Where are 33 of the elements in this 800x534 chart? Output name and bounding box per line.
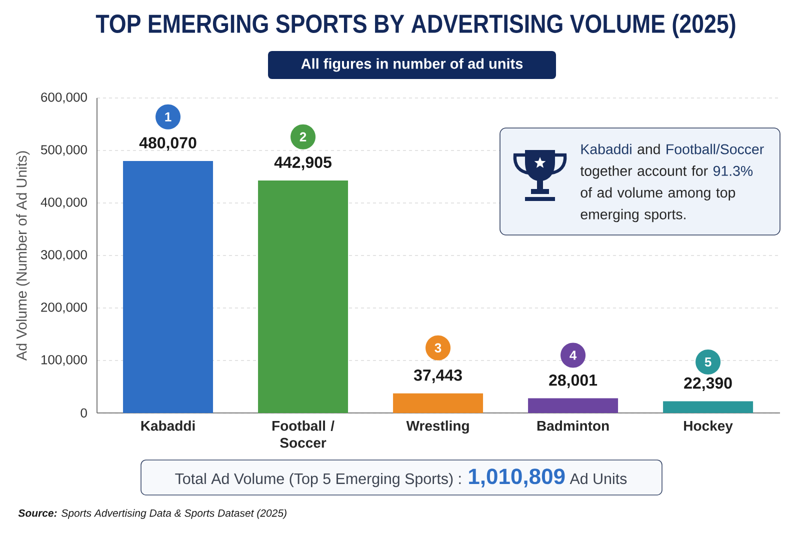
x-tick-label: Football / Soccer <box>272 420 334 448</box>
x-tick-label: Hockey <box>684 420 733 434</box>
bar <box>663 401 754 413</box>
data-label: 480,070 <box>139 137 196 151</box>
annotation: 4 <box>570 350 577 360</box>
x-tick-label: Kabaddi <box>141 420 195 431</box>
chart-subtitle: All figures in number of ad units <box>301 58 523 72</box>
data-label: 28,001 <box>549 374 598 388</box>
y-tick-label: 400,000 <box>40 198 87 208</box>
bar <box>393 393 484 413</box>
y-tick-label: 200,000 <box>41 302 87 314</box>
y-tick-label: 500,000 <box>41 145 87 156</box>
annotation: 3 <box>434 343 442 352</box>
bar <box>258 180 348 413</box>
x-tick-label: Badminton <box>537 420 609 431</box>
annotation: 1 <box>165 112 172 122</box>
annotation: 5 <box>704 358 712 367</box>
bar <box>528 398 618 413</box>
y-tick-label: 0 <box>80 408 87 418</box>
y-tick-label: 600,000 <box>41 92 87 104</box>
data-label: 442,905 <box>274 156 332 170</box>
y-tick-label: 300,000 <box>40 250 87 261</box>
y-axis-title: Ad Volume (Number of Ad Units) <box>16 151 30 361</box>
annotation: Kabaddi and Football/Soccer together account for 91.3% of ad volume among top emerging sports. <box>580 144 764 222</box>
data-label: 37,443 <box>414 370 462 384</box>
x-tick-label: Wrestling <box>406 420 469 434</box>
annotation: 2 <box>300 132 306 142</box>
text: Total Ad Volume (Top 5 Emerging Sports) : 1,010,809 Ad Units <box>175 468 627 488</box>
bar <box>123 160 214 413</box>
data-label: 22,390 <box>684 377 732 392</box>
y-tick-label: 100,000 <box>41 355 87 366</box>
chart-title: TOP EMERGING SPORTS BY ADVERTISING VOLUME (2025) <box>96 14 736 38</box>
text: Source: Sports Advertising Data & Sports Dataset (2025) <box>18 509 286 519</box>
